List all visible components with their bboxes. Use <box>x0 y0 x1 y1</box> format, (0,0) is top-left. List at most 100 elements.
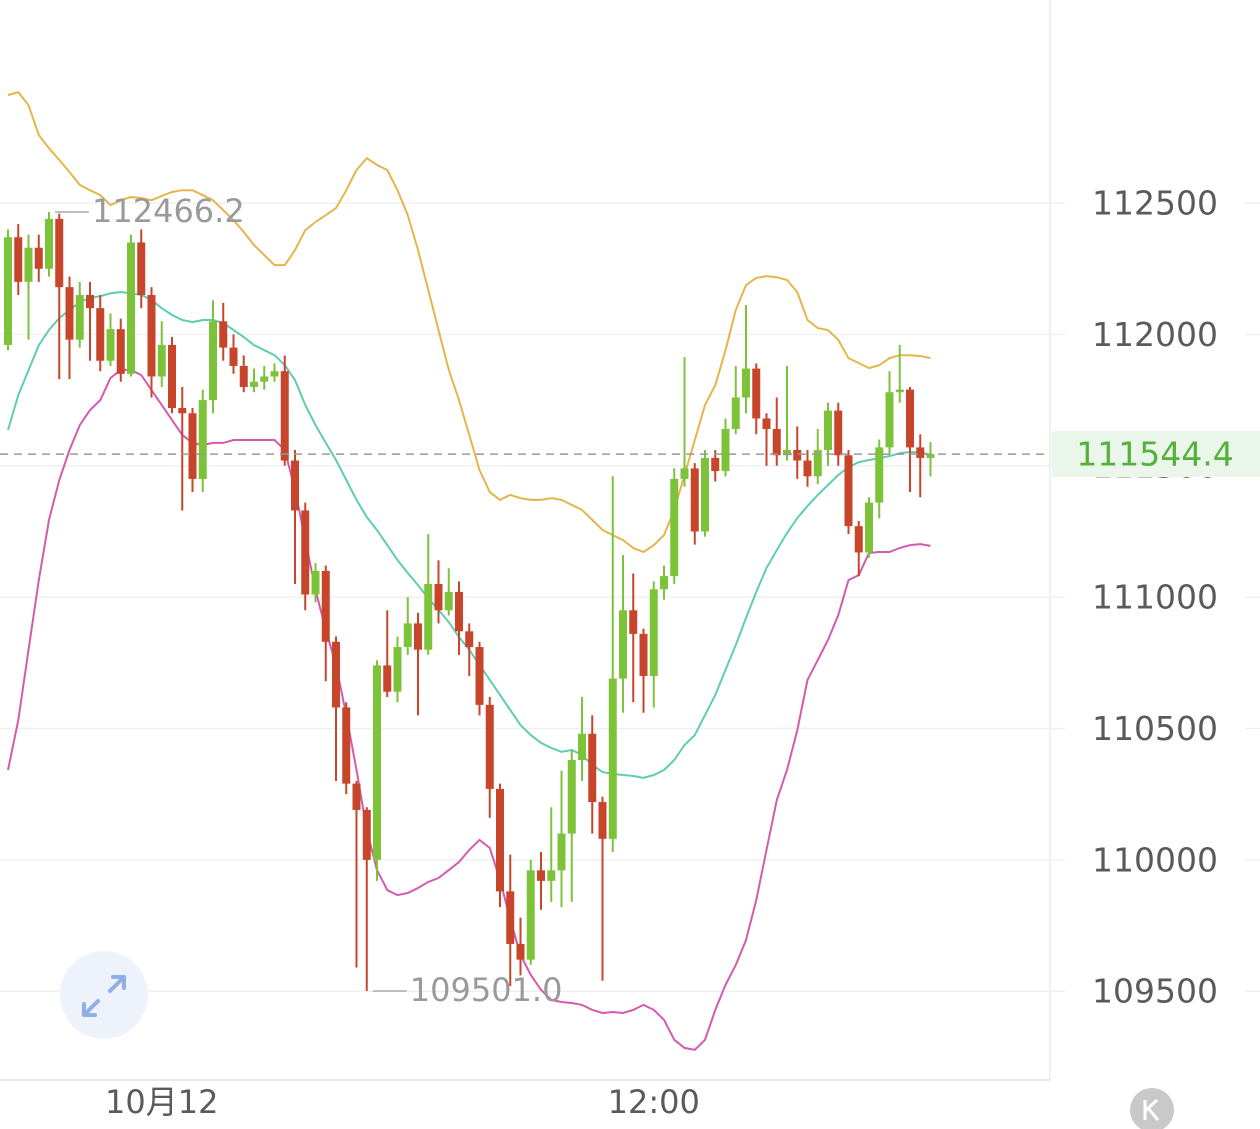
candle-body <box>219 321 228 348</box>
candle-body <box>209 321 217 401</box>
candle-body <box>516 943 525 960</box>
candle-body <box>352 783 361 810</box>
candle-body <box>670 478 679 577</box>
candle-body <box>475 647 484 705</box>
candle-body <box>414 623 422 650</box>
y-tick-label: 109500 <box>1092 972 1218 1011</box>
candle-body <box>393 647 402 692</box>
candle-body <box>229 347 238 366</box>
candle-body <box>434 584 443 611</box>
candle-body <box>14 237 23 282</box>
candle-body <box>383 665 392 692</box>
candle-body <box>485 704 494 789</box>
candle-body <box>188 413 197 479</box>
candle-body <box>865 502 873 553</box>
candle-body <box>75 295 84 340</box>
candle-body <box>198 400 207 479</box>
candle-body <box>813 450 822 477</box>
candle-body <box>55 218 64 288</box>
candle-body <box>34 247 43 269</box>
candle-body <box>291 460 299 511</box>
candle-body <box>844 455 853 527</box>
candle-body <box>578 733 586 761</box>
candle-body <box>86 295 94 309</box>
candle-body <box>567 760 576 834</box>
candle-body <box>465 631 474 648</box>
candle-body <box>731 397 740 430</box>
last-price-label: 111544.4 <box>1076 435 1233 474</box>
candle-body <box>639 633 648 676</box>
candle-body <box>301 510 310 595</box>
x-tick-label: 10月12 <box>105 1083 218 1121</box>
candle-body <box>875 447 884 503</box>
candle-body <box>793 450 802 461</box>
candle-body <box>280 371 289 461</box>
candle-body <box>803 460 812 477</box>
candle-body <box>783 450 791 456</box>
candle-body <box>742 368 750 398</box>
candles <box>4 211 935 991</box>
candle-body <box>403 623 412 648</box>
y-tick-label: 112000 <box>1092 315 1218 354</box>
labels: 1095001100001105001110001115001120001125… <box>0 184 1260 1121</box>
candle-body <box>506 891 515 944</box>
candle-body <box>321 570 330 642</box>
candle-body <box>690 468 699 532</box>
candle-body <box>711 457 720 472</box>
candle-body <box>895 389 904 393</box>
candle-body <box>762 418 771 430</box>
y-tick-label: 112500 <box>1092 184 1218 223</box>
candle-body <box>424 584 433 650</box>
expand-button[interactable] <box>60 951 148 1039</box>
candle-body <box>24 247 33 282</box>
x-tick-label: 12:00 <box>608 1083 700 1121</box>
candle-body <box>547 870 556 881</box>
candle-body <box>157 344 166 377</box>
candle-body <box>608 678 617 839</box>
candle-body <box>178 407 187 414</box>
candle-body <box>137 242 146 296</box>
candle-body <box>342 707 351 784</box>
candle-body <box>526 870 535 960</box>
candle-body <box>537 870 545 881</box>
candle-body <box>45 218 53 269</box>
candle-body <box>721 429 730 472</box>
candle-body <box>96 308 105 361</box>
candle-body <box>916 447 925 458</box>
y-tick-label: 111000 <box>1092 578 1218 617</box>
candle-body <box>168 344 176 408</box>
high-label: 112466.2 <box>92 192 245 230</box>
candle-body <box>906 389 914 448</box>
candle-body <box>496 788 504 892</box>
candle-body <box>772 429 781 456</box>
candle-body <box>65 287 74 340</box>
candle-body <box>680 468 689 479</box>
candle-body <box>834 410 843 456</box>
candle-body <box>444 591 453 611</box>
band-line <box>7 291 931 779</box>
last-price-tag <box>1052 431 1260 478</box>
low-label: 109501.0 <box>410 971 563 1009</box>
y-tick-label: 110500 <box>1092 709 1218 748</box>
candle-body <box>250 381 258 387</box>
candle-body <box>332 641 340 708</box>
candle-body <box>455 591 463 632</box>
band-line <box>7 368 931 1051</box>
y-tick-label: 110000 <box>1092 840 1218 879</box>
candle-body <box>629 610 638 634</box>
candle-body <box>926 454 935 458</box>
band-line <box>7 91 931 554</box>
candle-body <box>239 365 248 387</box>
candle-body <box>854 526 863 553</box>
k-button[interactable] <box>1130 1088 1174 1129</box>
candle-body <box>557 833 566 871</box>
grid <box>0 202 1260 992</box>
bands <box>7 91 931 1051</box>
candle-body <box>824 410 832 451</box>
candle-body <box>373 665 381 860</box>
candle-body <box>885 392 894 448</box>
candle-body <box>270 371 279 377</box>
candle-body <box>147 295 156 377</box>
candle-body <box>701 457 709 532</box>
